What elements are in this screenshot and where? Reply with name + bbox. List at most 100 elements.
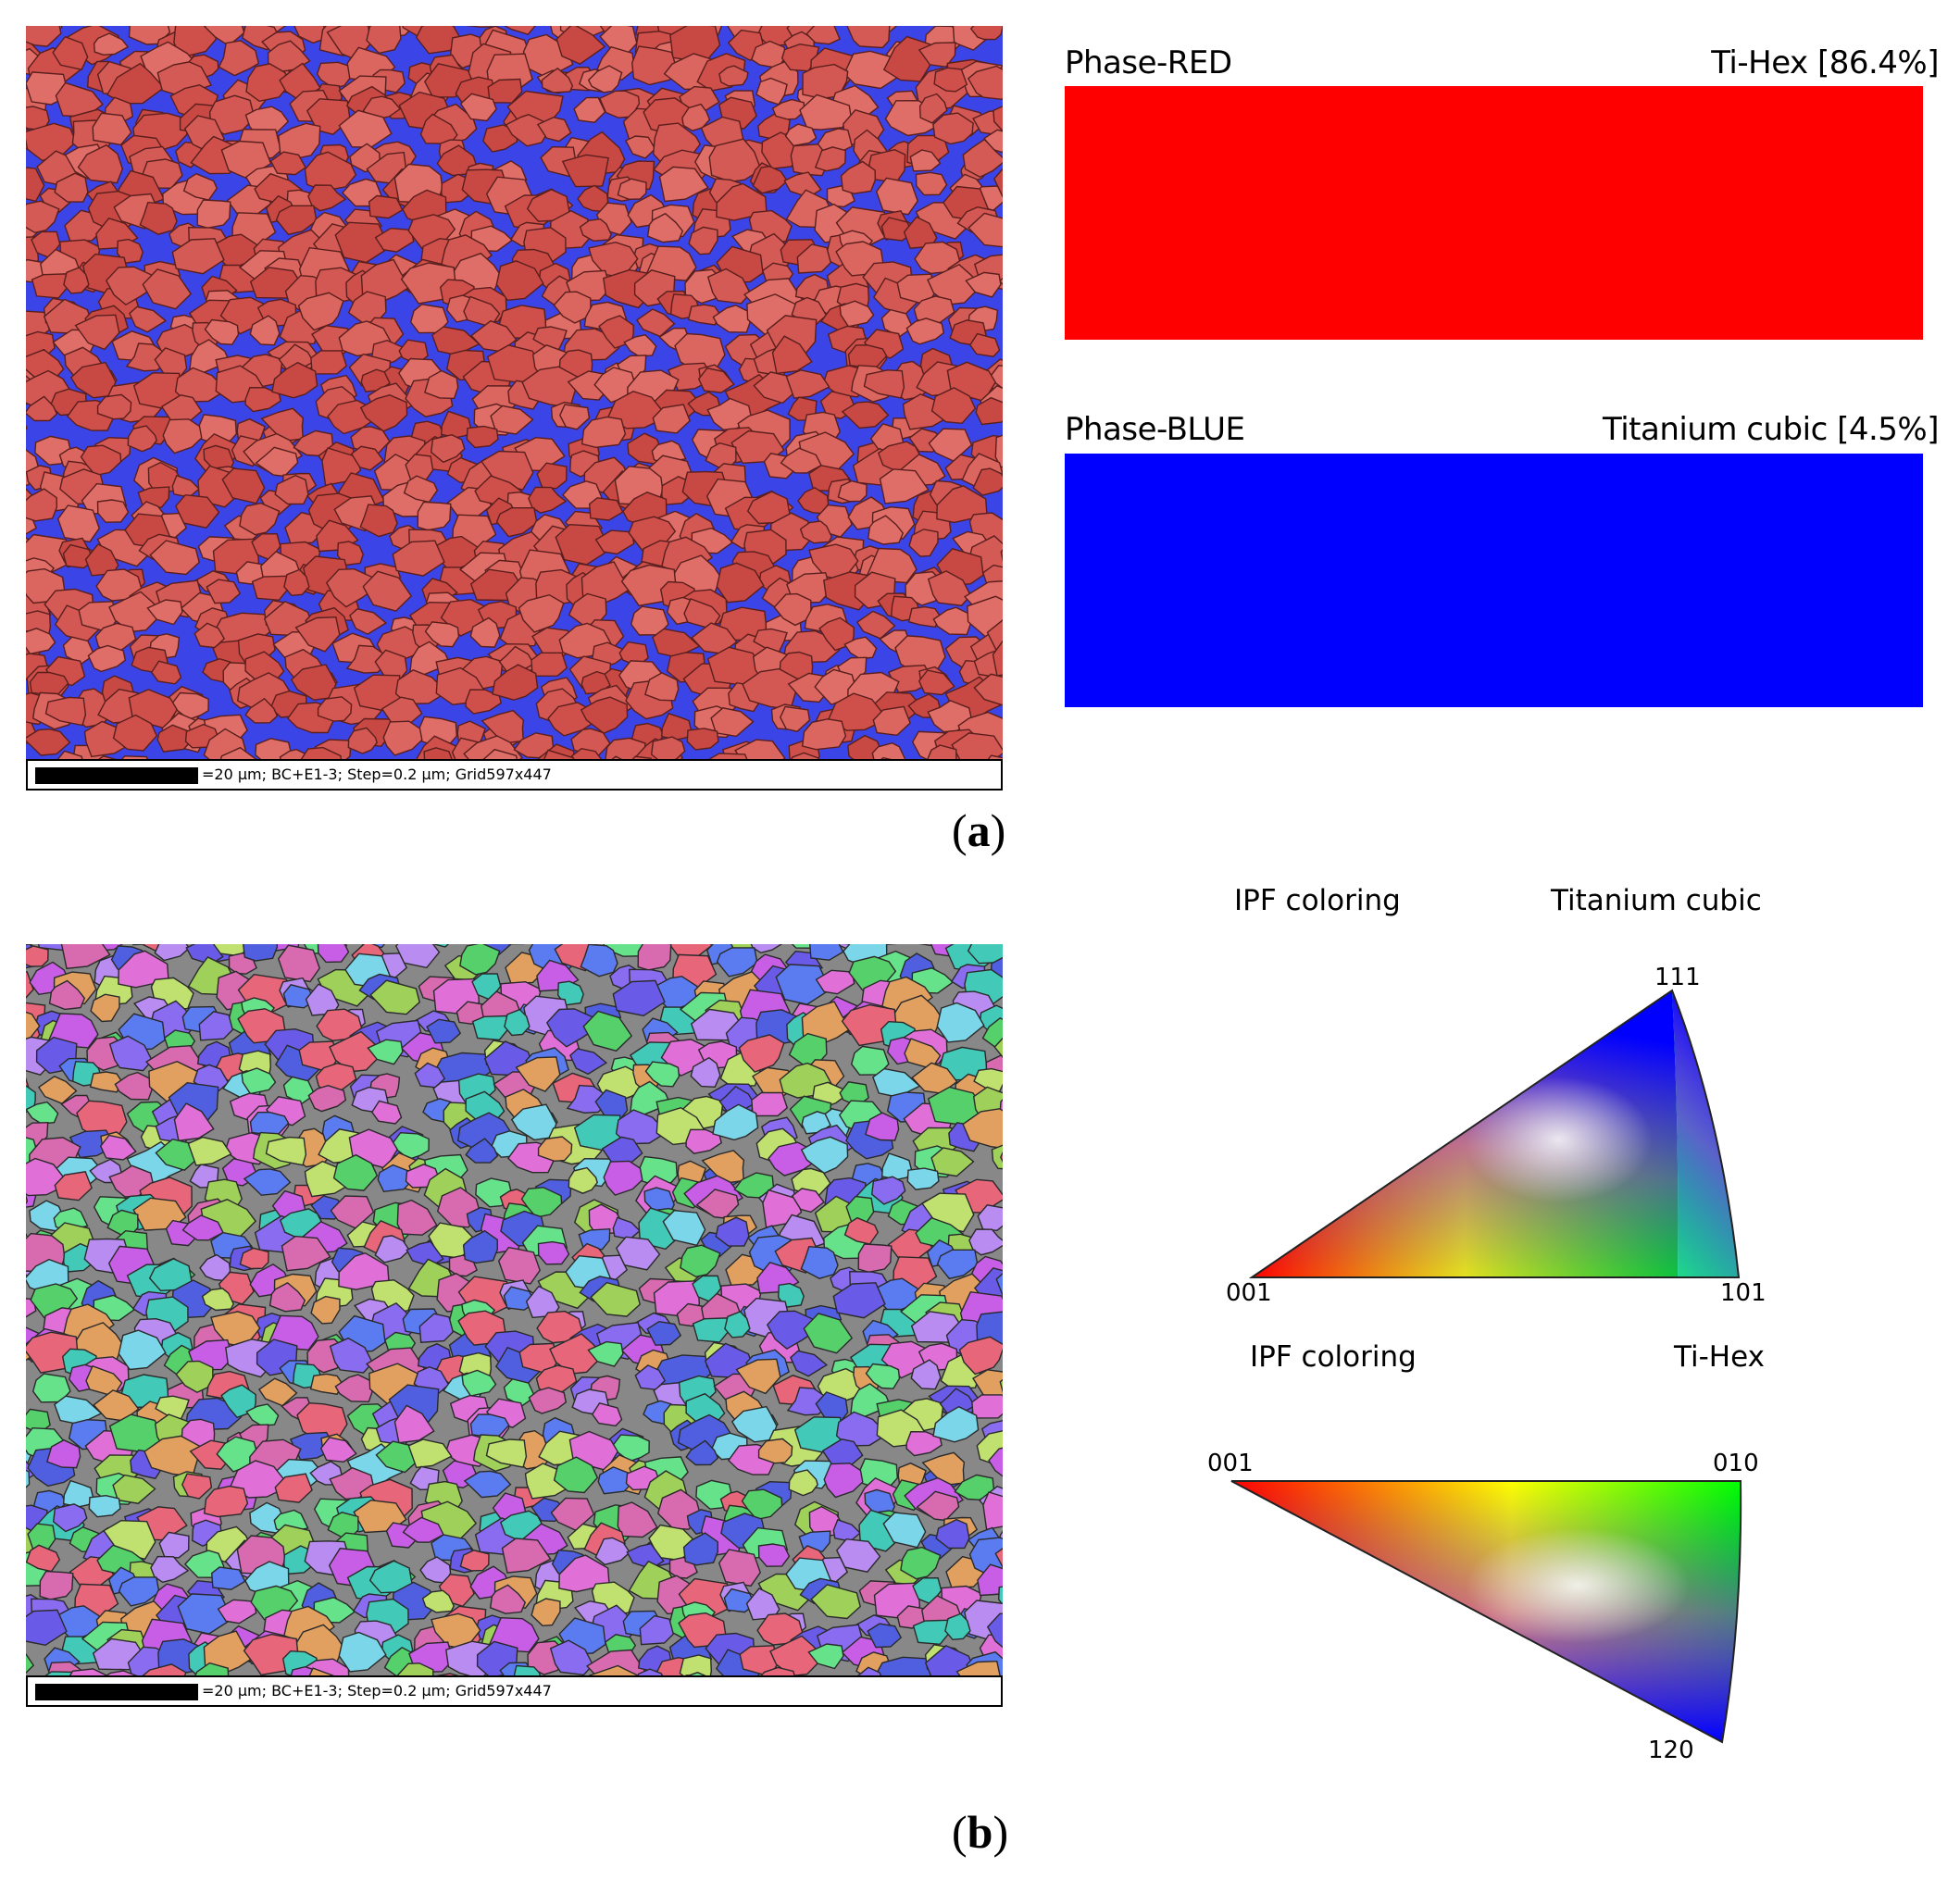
grain [823, 1463, 864, 1499]
grain [840, 160, 877, 194]
ipf-hex-corner-010: 010 [1713, 1450, 1759, 1477]
grain [681, 103, 711, 131]
grain [459, 93, 497, 122]
grain [841, 401, 890, 430]
grain [173, 1102, 215, 1142]
grain [367, 1039, 404, 1065]
grain [243, 1168, 292, 1196]
grain [396, 1199, 438, 1236]
grain [690, 1056, 721, 1089]
grain [244, 697, 279, 724]
grain [304, 151, 357, 192]
grain [607, 390, 668, 430]
grain [90, 993, 120, 1023]
grain [870, 1176, 906, 1205]
ipf-cubic-corner-111: 111 [1654, 964, 1701, 991]
grain [882, 1512, 927, 1549]
grain [150, 660, 182, 685]
grain [139, 201, 178, 235]
grain [26, 1652, 35, 1675]
grain [255, 738, 293, 759]
grain [394, 669, 448, 705]
grain [910, 1359, 942, 1390]
grain [918, 669, 955, 696]
grain [586, 1649, 646, 1677]
grain [832, 1282, 886, 1319]
grain [882, 35, 934, 82]
grain [39, 1570, 74, 1600]
grain [679, 85, 720, 111]
grain [780, 43, 820, 72]
grain [26, 395, 58, 422]
grain [558, 1554, 610, 1593]
grain [912, 1619, 950, 1646]
grain [771, 335, 813, 375]
grain [660, 712, 693, 741]
grain [708, 138, 762, 183]
grain [142, 268, 193, 310]
grain [230, 1460, 291, 1499]
grain [360, 258, 411, 304]
grain [112, 1474, 156, 1504]
grain [965, 271, 1002, 298]
scalebar-a: =20 μm; BC+E1-3; Step=0.2 μm; Grid597x44… [26, 759, 1003, 791]
grain [879, 468, 930, 504]
grain [485, 1438, 528, 1468]
grain [219, 746, 257, 759]
grain [591, 1401, 623, 1427]
grain [44, 696, 87, 727]
phase-blue-label: Titanium cubic [4.5%] [1603, 411, 1940, 448]
grain [181, 1473, 213, 1500]
grain [837, 479, 868, 503]
grain [814, 146, 847, 172]
grain [332, 1153, 379, 1191]
grain [294, 616, 341, 653]
grain [241, 1067, 277, 1095]
grain [843, 1216, 880, 1245]
grain [88, 1494, 121, 1518]
grain [962, 138, 1003, 178]
ipf-cubic-heading: IPF coloring [1234, 884, 1401, 917]
grain [108, 591, 164, 633]
grain [977, 1204, 1003, 1232]
grain [692, 1317, 730, 1343]
grain [944, 1612, 971, 1641]
grain [26, 628, 56, 655]
grain [158, 1531, 190, 1559]
grain [424, 369, 459, 400]
grain [590, 1281, 641, 1317]
grain [269, 151, 306, 176]
grain [87, 644, 127, 673]
grain [570, 747, 603, 759]
grain [89, 1071, 123, 1093]
grain [589, 1664, 641, 1677]
grain [846, 26, 891, 49]
grain [766, 1310, 818, 1351]
grain [797, 486, 830, 515]
grain [835, 1411, 889, 1447]
grain [243, 944, 279, 962]
grain [520, 1187, 563, 1218]
grain [471, 1015, 509, 1041]
ipf-hex-corner-001: 001 [1207, 1450, 1254, 1477]
grain [108, 1035, 154, 1072]
grain [52, 35, 89, 71]
grain [201, 1288, 234, 1312]
grain [275, 205, 318, 236]
phase-red-label: Ti-Hex [86.4%] [1711, 44, 1939, 81]
grain [780, 705, 811, 732]
grain [218, 40, 260, 77]
grain [368, 194, 404, 219]
grain [623, 334, 657, 357]
grain [561, 154, 609, 188]
grain [715, 1216, 750, 1247]
grain [921, 1192, 975, 1233]
grain [624, 135, 656, 159]
grain [955, 1660, 1002, 1677]
grain [316, 1008, 364, 1041]
grain [909, 149, 942, 172]
grain [459, 1550, 490, 1572]
phase-blue-name: Phase-BLUE [1065, 411, 1245, 448]
grain [26, 167, 45, 203]
grain [329, 1337, 374, 1374]
